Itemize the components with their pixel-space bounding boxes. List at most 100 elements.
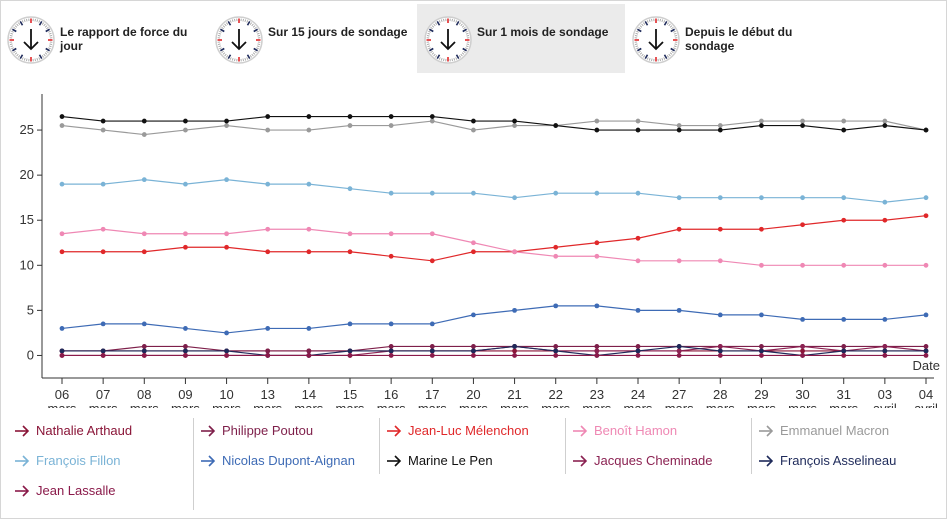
data-point xyxy=(759,262,764,268)
data-point xyxy=(59,231,65,237)
tab-1-month[interactable]: Sur 1 mois de sondage xyxy=(417,4,625,73)
data-point xyxy=(306,348,312,354)
data-point xyxy=(923,312,929,318)
x-tick-label: 28mars xyxy=(706,387,735,408)
series-path xyxy=(61,228,926,266)
data-point xyxy=(553,123,559,128)
data-point xyxy=(635,344,641,349)
data-point xyxy=(224,353,229,358)
data-point xyxy=(265,348,271,354)
data-point xyxy=(676,127,682,133)
data-point xyxy=(923,348,929,354)
data-point xyxy=(759,118,764,124)
data-point xyxy=(759,348,764,354)
clock-icon xyxy=(632,16,680,64)
data-point xyxy=(635,127,641,133)
data-point xyxy=(923,195,929,201)
data-point xyxy=(183,244,188,250)
data-point xyxy=(265,326,271,331)
x-axis-label: Date xyxy=(913,358,940,373)
data-point xyxy=(882,316,888,322)
data-point xyxy=(100,348,106,354)
arrow-right-icon xyxy=(201,455,216,467)
data-point xyxy=(388,353,394,358)
data-point xyxy=(183,231,188,237)
arrow-right-icon xyxy=(759,425,774,437)
legend-label: Jacques Cheminade xyxy=(594,453,713,468)
x-tick-label: 17mars xyxy=(418,387,447,408)
data-point xyxy=(347,114,353,119)
arrow-right-icon xyxy=(759,455,774,467)
data-point xyxy=(347,231,353,237)
data-point xyxy=(717,312,723,318)
data-point xyxy=(594,344,600,349)
data-point xyxy=(512,353,517,358)
data-point xyxy=(553,303,559,309)
data-point xyxy=(100,321,106,327)
data-point xyxy=(224,330,229,336)
tab-label: Sur 1 mois de sondage xyxy=(477,25,609,39)
data-point xyxy=(800,262,805,268)
x-tick-label: 30mars xyxy=(788,387,817,408)
data-point xyxy=(676,348,682,354)
arrow-right-icon xyxy=(15,425,30,437)
data-point xyxy=(306,181,312,187)
data-point xyxy=(841,262,847,268)
data-point xyxy=(841,348,847,354)
arrow-right-icon xyxy=(15,455,30,467)
y-tick-label: 5 xyxy=(27,302,34,317)
tab-15-days[interactable]: Sur 15 jours de sondage xyxy=(208,4,416,73)
data-point xyxy=(265,181,271,187)
data-point xyxy=(512,123,517,128)
data-point xyxy=(388,344,394,349)
data-point xyxy=(429,348,435,354)
tab-since-start[interactable]: Depuis le début du sondage xyxy=(625,4,833,73)
arrow-right-icon xyxy=(573,425,588,437)
data-point xyxy=(553,348,559,354)
x-tick-label: 04avril xyxy=(914,387,938,408)
series-line xyxy=(59,118,929,137)
data-point xyxy=(347,321,353,327)
data-point xyxy=(594,240,600,246)
data-point xyxy=(183,181,188,187)
data-point xyxy=(183,326,188,331)
series-line xyxy=(59,177,929,205)
series-line xyxy=(59,353,929,358)
data-point xyxy=(512,195,517,201)
data-point xyxy=(882,262,888,268)
data-point xyxy=(265,249,271,255)
data-point xyxy=(512,307,517,313)
y-tick-label: 15 xyxy=(20,212,34,227)
data-point xyxy=(800,195,805,201)
x-tick-label: 09mars xyxy=(171,387,200,408)
data-point xyxy=(471,190,476,196)
legend-label: François Fillon xyxy=(36,453,121,468)
data-point xyxy=(347,249,353,255)
data-point xyxy=(717,348,723,354)
x-tick-label: 07mars xyxy=(89,387,118,408)
arrow-right-icon xyxy=(573,455,588,467)
data-point xyxy=(676,226,682,232)
chart-legend: Nathalie Arthaud Philippe Poutou Jean-Luc … xyxy=(0,408,951,520)
series-path xyxy=(62,345,926,352)
x-tick-label: 08mars xyxy=(130,387,159,408)
legend-separator xyxy=(379,418,380,474)
x-tick-label: 15mars xyxy=(336,387,365,408)
data-point xyxy=(141,177,147,183)
legend-label: Philippe Poutou xyxy=(222,423,314,438)
data-point xyxy=(759,312,764,318)
data-point xyxy=(512,118,517,124)
data-point xyxy=(388,348,394,354)
tab-today[interactable]: Le rapport de force du jour xyxy=(0,4,208,73)
data-point xyxy=(429,118,435,124)
data-point xyxy=(923,127,929,133)
data-point xyxy=(429,231,435,237)
data-point xyxy=(224,118,229,124)
data-point xyxy=(759,353,764,358)
data-point xyxy=(841,344,847,349)
legend-label: Emmanuel Macron xyxy=(780,423,890,438)
data-point xyxy=(553,344,559,349)
data-point xyxy=(594,348,600,354)
x-tick-label: 20mars xyxy=(459,387,488,408)
